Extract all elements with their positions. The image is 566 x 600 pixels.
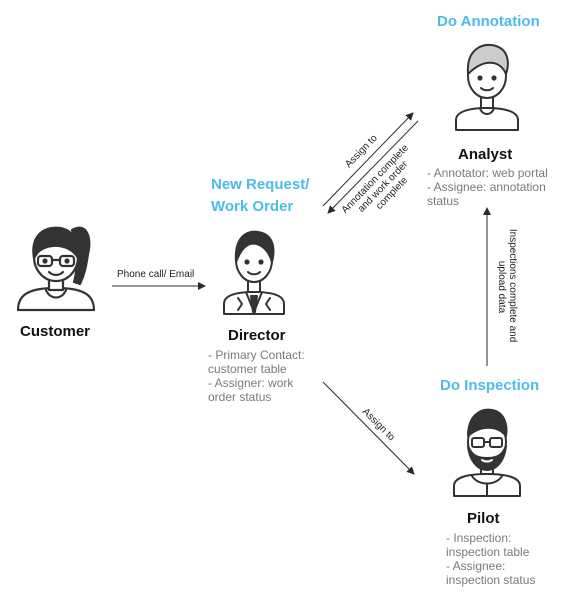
stage-do-inspection: Do Inspection (440, 377, 540, 394)
role-name-analyst: Analyst (458, 146, 513, 163)
analyst-avatar-icon (455, 43, 519, 131)
arrow-director-to-pilot (322, 381, 415, 475)
director-avatar-icon (223, 230, 285, 315)
role-desc-analyst-line2: - Assignee: annotation (427, 180, 546, 194)
role-desc-director: - Primary Contact: customer table - Assi… (208, 348, 305, 404)
edge-label-inspections-complete: Inspections complete and upload data (496, 229, 518, 345)
stage-new-request-line2: Work Order (211, 198, 294, 215)
edge-label-annotation-complete: Annotation complete and work order compl… (340, 141, 429, 232)
role-desc-director-line3: - Assigner: work (208, 376, 294, 390)
edge-label-inspections-complete-line2: upload data (496, 261, 507, 314)
role-desc-analyst: - Annotator: web portal - Assignee: anno… (427, 166, 548, 208)
role-desc-pilot-line1: - Inspection: (446, 531, 512, 545)
edge-label-inspections-complete-line1: Inspections complete and (507, 229, 518, 342)
role-name-director: Director (228, 327, 286, 344)
role-desc-analyst-line3: status (427, 194, 460, 208)
arrow-director-to-analyst (322, 112, 414, 207)
role-name-customer: Customer (20, 323, 91, 340)
stage-new-request-line1: New Request/ (211, 176, 310, 193)
edge-label-assign-analyst: Assign to (343, 133, 380, 171)
customer-avatar-icon (16, 226, 96, 312)
role-desc-pilot-line4: inspection status (446, 573, 536, 587)
role-name-pilot: Pilot (467, 510, 500, 527)
role-desc-director-line1: - Primary Contact: (208, 348, 305, 362)
role-desc-pilot-line3: - Assignee: (446, 559, 506, 573)
role-desc-pilot: - Inspection: inspection table - Assigne… (446, 531, 535, 587)
role-desc-director-line4: order status (208, 390, 272, 404)
pilot-avatar-icon (453, 408, 521, 497)
role-desc-pilot-line2: inspection table (446, 545, 530, 559)
edge-label-phone-email: Phone call/ Email (117, 269, 194, 280)
arrow-analyst-to-director (327, 120, 419, 214)
role-desc-director-line2: customer table (208, 362, 287, 376)
stage-new-request: New Request/ Work Order (211, 174, 309, 218)
stage-do-annotation: Do Annotation (437, 13, 540, 30)
role-desc-analyst-line1: - Annotator: web portal (427, 166, 548, 180)
